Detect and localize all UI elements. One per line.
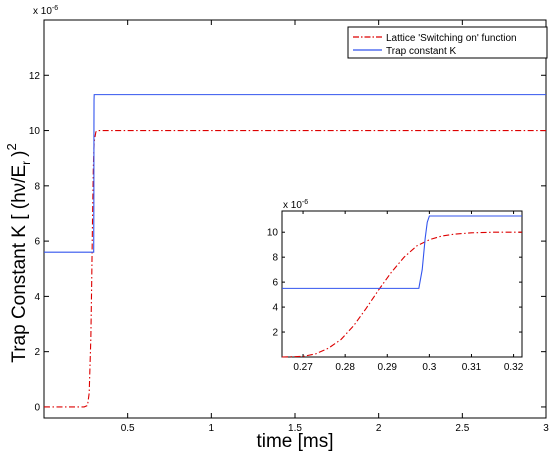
inset-ytick-label: 4 bbox=[272, 303, 278, 314]
legend-label-lattice: Lattice 'Switching on' function bbox=[386, 33, 517, 44]
inset-y-scale-multiplier: x 10-6 bbox=[283, 199, 308, 211]
inset-ytick-label: 8 bbox=[272, 253, 278, 264]
x-axis-label: time [ms] bbox=[256, 431, 333, 452]
main-ytick-label: 10 bbox=[29, 126, 41, 137]
inset-xtick-label: 0.29 bbox=[378, 362, 398, 373]
inset-ytick-label: 6 bbox=[272, 278, 278, 289]
main-xtick-label: 1 bbox=[209, 423, 215, 434]
inset-background bbox=[282, 211, 522, 357]
inset-plot-frame bbox=[281, 210, 523, 358]
inset-series-group bbox=[281, 215, 522, 358]
legend-label-trap: Trap constant K bbox=[386, 46, 457, 57]
main-xtick-label: 0.5 bbox=[121, 423, 135, 434]
inset-xtick-label: 0.28 bbox=[335, 362, 355, 373]
main-ytick-label: 8 bbox=[34, 181, 40, 192]
main-xtick-label: 2.5 bbox=[455, 423, 469, 434]
main-series-line-lattice bbox=[44, 130, 546, 408]
main-series-line-trap bbox=[44, 94, 546, 253]
main-x-axis: 0.5 1 1.5 2 2.5 3 bbox=[121, 20, 549, 434]
main-xtick-label: 2 bbox=[376, 423, 382, 434]
inset-ytick-label: 2 bbox=[272, 328, 278, 339]
inset-xtick-label: 0.27 bbox=[293, 362, 313, 373]
main-ytick-label: 0 bbox=[34, 402, 40, 413]
main-xtick-label: 1.5 bbox=[288, 423, 302, 434]
inset-x-axis: 0.27 0.28 0.29 0.3 0.31 0.32 bbox=[293, 211, 524, 373]
inset-series-line-lattice bbox=[281, 231, 522, 358]
main-series-group bbox=[44, 94, 546, 408]
legend: Lattice 'Switching on' function Trap con… bbox=[347, 26, 548, 59]
main-ytick-label: 4 bbox=[34, 292, 40, 303]
y-scale-multiplier: x 10-6 bbox=[33, 5, 58, 17]
inset-xtick-label: 0.31 bbox=[462, 362, 482, 373]
main-ytick-label: 6 bbox=[34, 237, 40, 248]
inset-xtick-label: 0.3 bbox=[422, 362, 436, 373]
legend-box bbox=[347, 26, 548, 59]
inset-xtick-label: 0.32 bbox=[504, 362, 524, 373]
main-xtick-label: 3 bbox=[543, 423, 549, 434]
main-ytick-label: 2 bbox=[34, 347, 40, 358]
inset-series-line-trap bbox=[282, 215, 522, 289]
main-ytick-label: 12 bbox=[29, 71, 41, 82]
y-axis-label: Trap Constant K [ (hν/Er)2 bbox=[4, 143, 33, 362]
inset-ytick-label: 10 bbox=[267, 228, 279, 239]
